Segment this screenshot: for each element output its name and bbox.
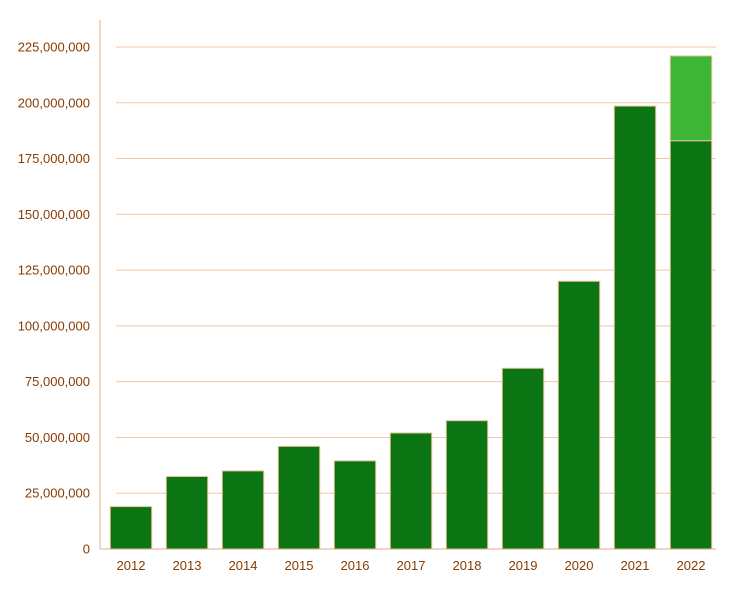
x-tick-labels: 2012 2013 2014 2015 2016 2017 2018 2019 2020 2021… [117,558,706,573]
bar-2014 [221,470,265,550]
y-tick-label: 175,000,000 [18,151,90,166]
x-tick-label: 2021 [621,558,650,573]
bar-2017 [389,432,433,550]
x-tick-label: 2017 [397,558,426,573]
y-tick-label: 50,000,000 [25,430,90,445]
y-tick-label: 200,000,000 [18,95,90,110]
x-tick-label: 2018 [453,558,482,573]
x-tick-label: 2015 [285,558,314,573]
bar-2021 [613,105,657,550]
x-tick-label: 2014 [229,558,258,573]
y-tick-label: 150,000,000 [18,207,90,222]
bar-2013 [165,475,209,550]
bar-2015 [277,445,321,550]
bar-2016 [333,460,377,550]
y-tick-label: 25,000,000 [25,486,90,501]
bar-2019 [501,367,545,550]
bar-2012 [109,506,153,550]
bar-2020 [557,280,601,550]
bar-2022 [669,140,713,550]
x-tick-label: 2019 [509,558,538,573]
y-tick-labels: 0 25,000,000 50,000,000 75,000,000 100,000,0… [18,40,90,557]
gridlines [116,46,716,494]
x-tick-label: 2022 [677,558,706,573]
x-tick-label: 2013 [173,558,202,573]
x-tick-label: 2016 [341,558,370,573]
y-tick-label: 225,000,000 [18,40,90,55]
y-tick-label: 75,000,000 [25,374,90,389]
bar-2018 [445,420,489,550]
x-tick-label: 2020 [565,558,594,573]
y-tick-label: 125,000,000 [18,263,90,278]
y-tick-label: 100,000,000 [18,318,90,333]
bar-2022-segment-2 [669,55,713,142]
x-tick-label: 2012 [117,558,146,573]
y-tick-label: 0 [83,542,90,557]
bars [109,55,713,550]
